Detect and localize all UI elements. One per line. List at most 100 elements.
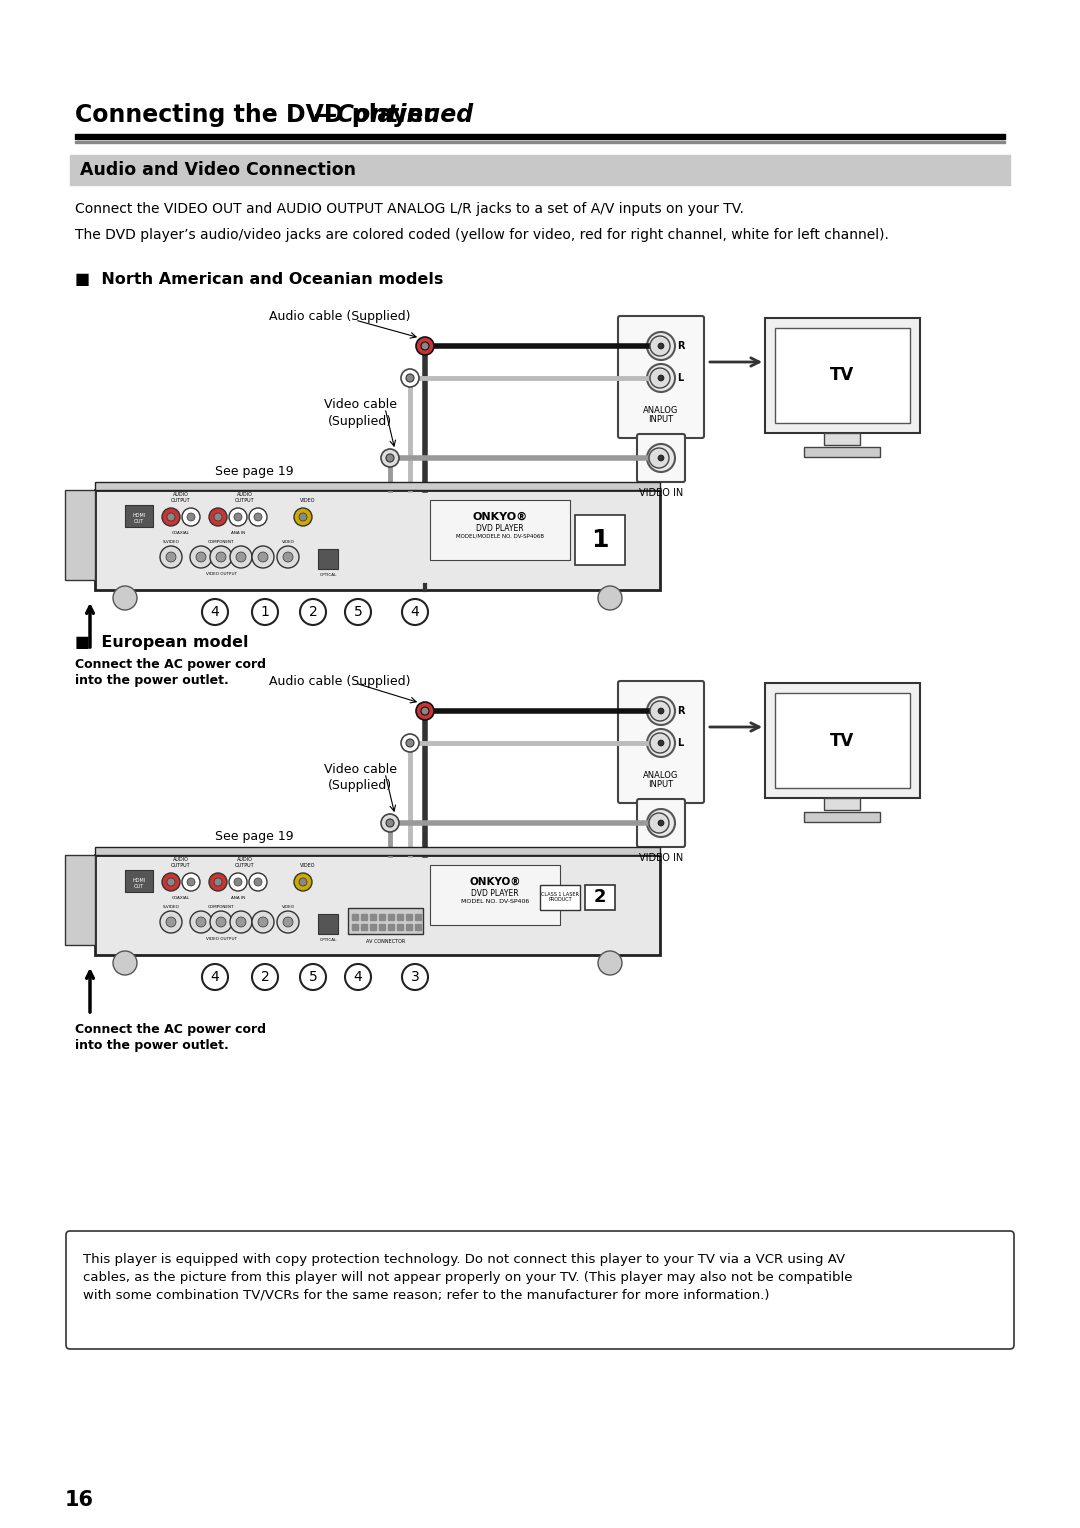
Circle shape [406,740,414,747]
Text: AUDIO
OUTPUT: AUDIO OUTPUT [235,492,255,503]
Text: Connecting the DVD player: Connecting the DVD player [75,102,435,127]
Text: Audio cable (Supplied): Audio cable (Supplied) [269,675,410,688]
Circle shape [214,879,222,886]
Bar [775,694,910,788]
Circle shape [649,813,669,833]
Text: 4: 4 [211,605,219,619]
Circle shape [402,964,428,990]
Circle shape [416,338,434,354]
Bar [125,504,153,527]
Circle shape [254,513,262,521]
Bar [95,847,660,856]
Bar [370,914,376,920]
Text: 2: 2 [594,888,606,906]
Text: MODEL NO. DV-SP406: MODEL NO. DV-SP406 [461,898,529,905]
Circle shape [162,507,180,526]
Text: L: L [677,738,684,749]
Circle shape [647,332,675,361]
Bar [370,924,376,931]
Bar [379,924,384,931]
FancyBboxPatch shape [618,681,704,804]
Text: cables, as the picture from this player will not appear properly on your TV. (Th: cables, as the picture from this player … [83,1271,852,1284]
Circle shape [162,872,180,891]
Circle shape [658,740,664,746]
Circle shape [252,545,274,568]
Bar [388,924,394,931]
Bar [318,914,338,934]
Circle shape [402,599,428,625]
Circle shape [230,911,252,934]
Circle shape [237,917,246,927]
Circle shape [195,552,206,562]
Circle shape [249,507,267,526]
Circle shape [299,879,307,886]
Text: VIDEO IN: VIDEO IN [639,487,684,498]
Circle shape [283,552,293,562]
Text: into the power outlet.: into the power outlet. [75,1039,229,1051]
Circle shape [234,513,242,521]
Text: INPUT: INPUT [648,779,674,788]
Text: Audio and Video Connection: Audio and Video Connection [80,160,356,179]
Bar [775,329,910,423]
Circle shape [654,339,669,353]
Bar [397,924,403,931]
Text: VIDEO OUTPUT: VIDEO OUTPUT [205,937,237,941]
Circle shape [160,911,183,934]
Bar [415,914,421,920]
Circle shape [345,964,372,990]
Text: with some combination TV/VCRs for the same reason; refer to the manufacturer for: with some combination TV/VCRs for the sa… [83,1290,769,1302]
Text: 3: 3 [410,970,419,984]
Circle shape [258,552,268,562]
Circle shape [202,599,228,625]
Circle shape [650,733,670,753]
Text: DVD PLAYER: DVD PLAYER [476,524,524,533]
Text: DVD PLAYER: DVD PLAYER [471,889,518,898]
Bar [348,908,423,934]
Bar [379,914,384,920]
Text: 2: 2 [260,970,269,984]
Bar [65,490,95,581]
Text: COAXIAL: COAXIAL [172,532,190,535]
Text: R: R [677,706,685,717]
Circle shape [252,911,274,934]
Text: HDMI
OUT: HDMI OUT [133,513,146,524]
Circle shape [658,455,664,461]
Circle shape [190,545,212,568]
Circle shape [252,964,278,990]
Bar [125,869,153,892]
Circle shape [658,374,664,380]
Text: AUDIO
OUTPUT: AUDIO OUTPUT [172,492,191,503]
Circle shape [237,552,246,562]
Text: ■  North American and Oceanian models: ■ North American and Oceanian models [75,272,444,287]
Circle shape [345,599,372,625]
Bar [352,924,357,931]
Text: VIDEO IN: VIDEO IN [639,853,684,863]
Circle shape [654,704,669,718]
Circle shape [167,513,175,521]
Text: COAXIAL: COAXIAL [172,895,190,900]
Text: L: L [677,373,684,384]
Circle shape [401,733,419,752]
Circle shape [598,587,622,610]
Circle shape [258,917,268,927]
Circle shape [647,697,675,724]
Text: VIDEO OUTPUT: VIDEO OUTPUT [205,571,237,576]
Bar [765,318,920,432]
Circle shape [416,701,434,720]
Text: 1: 1 [591,529,609,552]
Text: COMPONENT: COMPONENT [207,539,234,544]
Circle shape [276,545,299,568]
Text: 5: 5 [309,970,318,984]
Bar [540,885,580,911]
Circle shape [166,552,176,562]
Circle shape [187,879,195,886]
Circle shape [229,872,247,891]
Circle shape [401,368,419,387]
Bar [430,865,561,924]
Circle shape [230,545,252,568]
Circle shape [647,808,675,837]
Bar [824,798,860,810]
Circle shape [229,507,247,526]
Circle shape [166,917,176,927]
Text: VIDEO: VIDEO [300,498,315,503]
